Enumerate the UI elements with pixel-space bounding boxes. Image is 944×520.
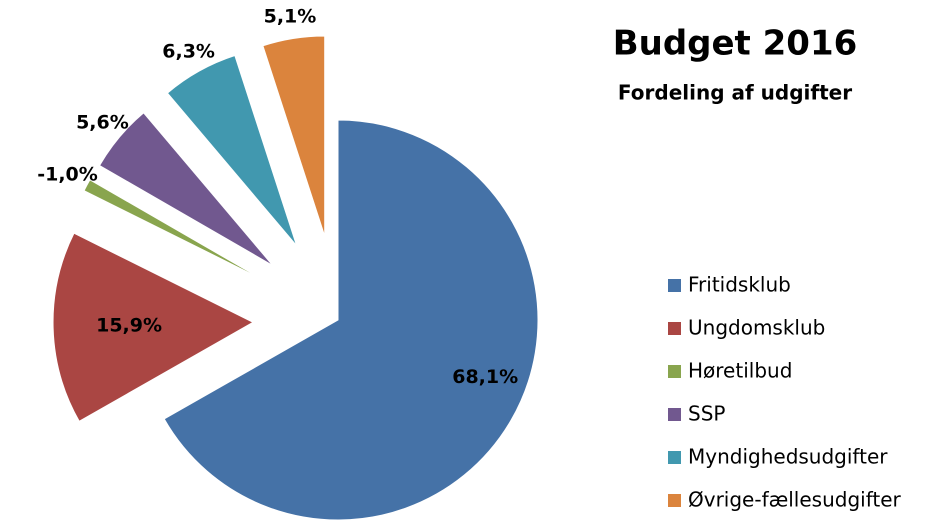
pie-slice (262, 35, 326, 237)
chart-subtitle: Fordeling af udgifter (618, 81, 852, 105)
data-label: 15,9% (96, 314, 162, 336)
legend-swatch (668, 279, 681, 292)
legend-label: Fritidsklub (688, 273, 791, 297)
chart-title: Budget 2016 (613, 24, 858, 64)
data-label: 68,1% (452, 366, 518, 388)
pie-slice (163, 119, 539, 520)
legend-label: Myndighedsudgifter (688, 445, 888, 469)
data-label: 6,3% (162, 40, 215, 62)
legend-swatch (668, 451, 681, 464)
legend-label: SSP (688, 402, 725, 426)
legend-swatch (668, 408, 681, 421)
data-label: -1,0% (37, 163, 98, 185)
data-label: 5,6% (76, 112, 129, 134)
legend-swatch (668, 365, 681, 378)
data-label: 5,1% (264, 5, 317, 27)
pie-slice (83, 179, 264, 281)
legend-label: Øvrige-fællesudgifter (688, 488, 902, 512)
legend-swatch (668, 322, 681, 335)
legend-label: Ungdomsklub (688, 316, 825, 340)
legend-swatch (668, 494, 681, 507)
pie-slice (98, 112, 274, 266)
pie-slice (166, 54, 298, 247)
pie-slice (52, 232, 255, 422)
legend-label: Høretilbud (688, 359, 792, 383)
